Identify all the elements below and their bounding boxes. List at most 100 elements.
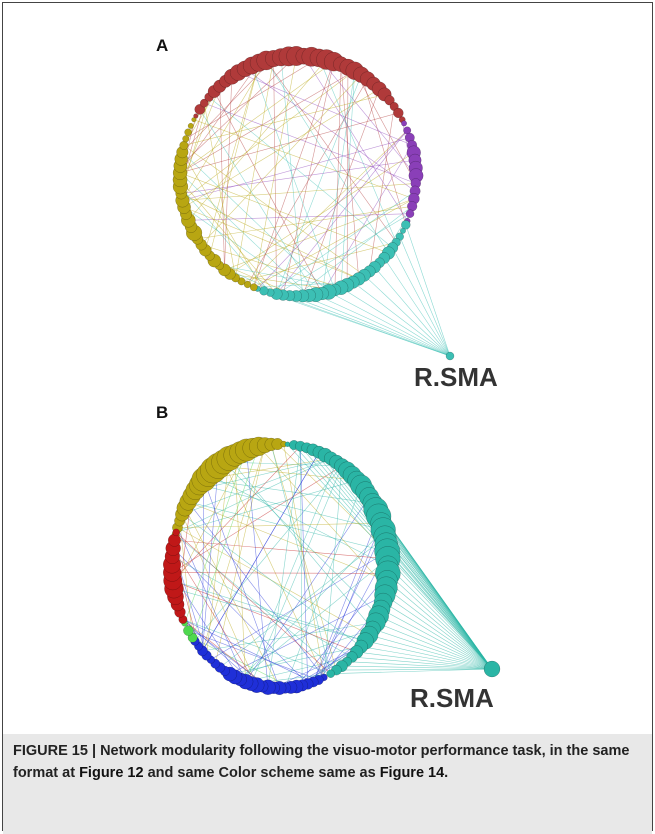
edge	[201, 244, 342, 289]
edge	[369, 106, 395, 272]
edge	[174, 539, 388, 560]
edge	[182, 70, 355, 201]
edge	[336, 668, 493, 671]
edge	[258, 446, 387, 589]
edge	[276, 130, 408, 295]
edge	[208, 474, 389, 567]
edge	[380, 608, 493, 670]
edge	[179, 70, 355, 174]
edge	[172, 548, 308, 685]
edge	[173, 449, 247, 589]
edge	[182, 60, 267, 201]
edge	[250, 465, 343, 684]
edge	[180, 55, 297, 167]
edge	[180, 86, 221, 187]
panel-label: B	[156, 403, 168, 422]
edge	[280, 57, 304, 296]
edge	[177, 522, 382, 528]
edge	[378, 516, 493, 670]
edge	[204, 102, 416, 184]
edge	[378, 615, 493, 670]
edge	[323, 466, 343, 678]
edge	[405, 224, 451, 357]
edge	[182, 619, 269, 688]
edge	[321, 70, 356, 294]
edge	[360, 74, 407, 225]
edge	[289, 295, 451, 357]
edge	[244, 68, 416, 192]
edge	[203, 103, 236, 278]
edge	[183, 206, 359, 280]
edge	[340, 70, 356, 288]
edge	[200, 74, 362, 245]
edge	[387, 558, 493, 670]
edge	[302, 295, 451, 357]
edge	[172, 445, 301, 581]
edge	[302, 88, 380, 297]
node	[326, 669, 335, 678]
edge	[218, 465, 357, 481]
edge	[172, 548, 257, 686]
edge	[179, 179, 277, 295]
edge	[380, 522, 493, 670]
edge	[300, 446, 309, 684]
edge	[384, 594, 493, 670]
edge	[246, 450, 269, 688]
hub-node	[445, 351, 455, 361]
edge	[176, 479, 357, 533]
edge	[372, 628, 493, 670]
edge	[199, 484, 384, 531]
edge	[273, 646, 362, 689]
edge	[228, 458, 373, 630]
node	[194, 104, 206, 115]
edge	[208, 96, 393, 249]
node	[182, 135, 190, 143]
edge	[187, 501, 325, 678]
edge	[182, 137, 410, 201]
network-figure: A R.SMA B R.SMA	[156, 36, 501, 713]
edge	[202, 445, 266, 651]
edge	[238, 72, 413, 146]
edge	[179, 112, 399, 174]
edge	[202, 479, 205, 651]
nodes	[162, 46, 501, 696]
edge	[197, 205, 413, 240]
edge	[364, 275, 451, 357]
edge	[215, 445, 266, 664]
figure-caption: FIGURE 15 | Network modularity following…	[3, 734, 652, 834]
edge	[188, 59, 327, 221]
edge	[251, 65, 336, 291]
node	[179, 140, 189, 150]
edge	[340, 287, 451, 357]
edge	[267, 446, 301, 688]
node	[183, 625, 194, 636]
node	[393, 107, 404, 119]
edge	[247, 130, 408, 285]
edge	[387, 573, 493, 670]
edge	[375, 622, 493, 670]
edge	[354, 70, 417, 184]
edge	[352, 281, 451, 357]
edge	[318, 452, 493, 670]
edge	[183, 145, 365, 276]
node	[167, 533, 181, 547]
edge	[383, 257, 451, 357]
node-label: R.SMA	[414, 362, 498, 392]
node	[405, 209, 415, 218]
edge	[346, 661, 493, 670]
node	[243, 280, 252, 289]
edge	[193, 119, 414, 200]
edge	[253, 198, 415, 288]
edge	[276, 74, 362, 295]
edge	[351, 656, 493, 670]
edge	[346, 67, 349, 286]
edge	[224, 76, 233, 270]
edge	[334, 64, 342, 290]
edge	[341, 665, 493, 670]
edge	[296, 573, 389, 687]
node	[172, 528, 180, 537]
node	[401, 120, 408, 127]
edge	[171, 572, 241, 680]
edge	[179, 520, 193, 638]
edge	[253, 55, 297, 288]
